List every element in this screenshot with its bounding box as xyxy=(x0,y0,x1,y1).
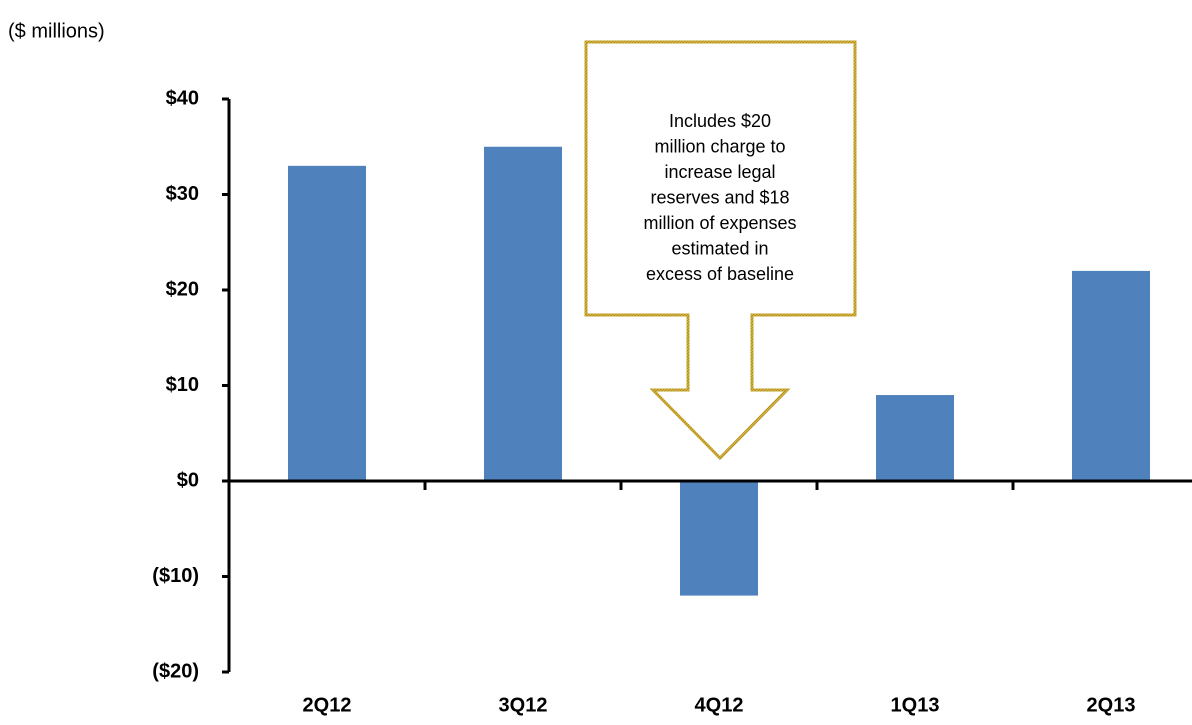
annotation-line: reserves and $18 xyxy=(650,187,789,207)
annotation-line: excess of baseline xyxy=(646,264,794,284)
y-tick-label: $20 xyxy=(166,278,199,300)
x-tick-label: 1Q13 xyxy=(891,694,940,716)
annotation-line: estimated in xyxy=(671,238,768,258)
x-tick-label: 2Q13 xyxy=(1087,694,1136,716)
y-tick-label: $10 xyxy=(166,374,199,396)
bar xyxy=(680,481,758,596)
annotation-line: increase legal xyxy=(664,162,775,182)
annotation-line: million of expenses xyxy=(643,213,796,233)
x-tick-label: 4Q12 xyxy=(695,694,744,716)
annotation-line: Includes $20 xyxy=(669,111,771,131)
callout xyxy=(584,40,857,461)
bar xyxy=(288,165,366,481)
x-tick-label: 3Q12 xyxy=(499,694,548,716)
annotation-line: million charge to xyxy=(654,136,785,156)
bar xyxy=(1072,270,1150,481)
y-tick-label: ($20) xyxy=(152,660,199,682)
x-tick-label: 2Q12 xyxy=(303,694,352,716)
y-axis-label: ($ millions) xyxy=(8,20,105,42)
y-tick-label: $40 xyxy=(166,87,199,109)
y-tick-label: $0 xyxy=(177,469,199,491)
y-tick-label: $30 xyxy=(166,183,199,205)
bar xyxy=(484,146,562,481)
y-tick-label: ($10) xyxy=(152,565,199,587)
bar xyxy=(876,395,954,481)
